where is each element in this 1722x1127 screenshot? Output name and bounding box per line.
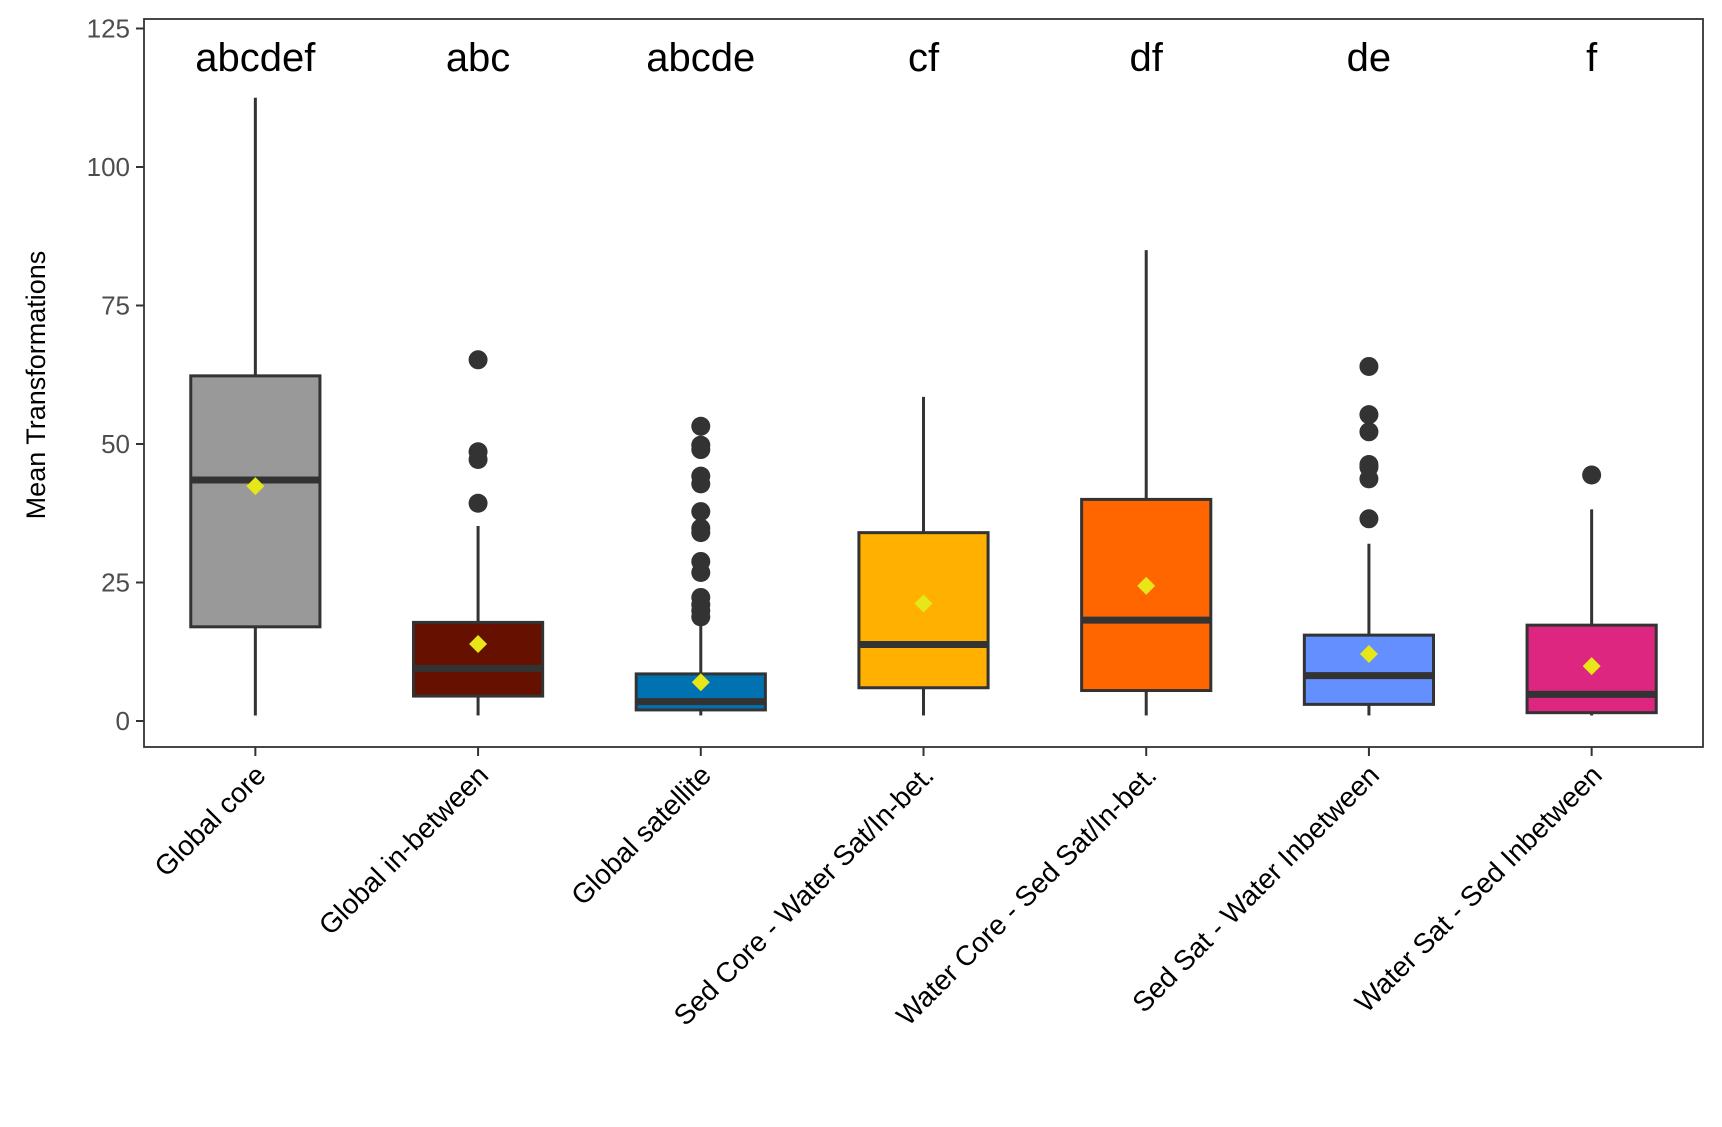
outlier-point (691, 502, 711, 522)
outlier-point (691, 587, 711, 607)
outlier-point (1582, 465, 1602, 485)
outlier-point (691, 435, 711, 455)
box (1080, 497, 1213, 693)
significance-letters: de (1347, 36, 1392, 80)
mean-marker (691, 673, 710, 692)
outlier-point (468, 442, 488, 462)
outlier-point (691, 518, 711, 538)
outlier-point (691, 416, 711, 436)
significance-letters: df (1130, 36, 1164, 80)
y-tick-label: 0 (116, 706, 130, 736)
outlier-point (691, 466, 711, 486)
outlier-point (691, 551, 711, 571)
y-tick-label: 25 (101, 568, 130, 598)
box (411, 620, 545, 698)
mean-marker (1137, 576, 1156, 595)
y-axis-title: Mean Transformations (21, 251, 51, 520)
significance-letters: abcdef (195, 36, 316, 80)
mean-marker (1359, 644, 1378, 663)
mean-marker (1582, 657, 1601, 676)
outlier-point (1359, 422, 1379, 442)
y-tick-label: 100 (87, 152, 130, 182)
mean-marker (469, 634, 488, 653)
outlier-point (468, 350, 488, 370)
y-tick-label: 125 (87, 14, 130, 44)
significance-letters: f (1586, 36, 1598, 80)
mean-marker (914, 594, 933, 613)
box (189, 374, 322, 629)
outlier-point (1359, 405, 1379, 425)
outlier-point (1359, 509, 1379, 529)
significance-letters: cf (908, 36, 940, 80)
outlier-point (468, 493, 488, 513)
y-tick-label: 50 (101, 429, 130, 459)
significance-letters: abcde (646, 36, 755, 80)
mean-marker (246, 477, 265, 496)
significance-letters: abc (446, 36, 511, 80)
outlier-point (1359, 356, 1379, 376)
y-tick-label: 75 (101, 291, 130, 321)
outlier-point (1359, 454, 1379, 474)
